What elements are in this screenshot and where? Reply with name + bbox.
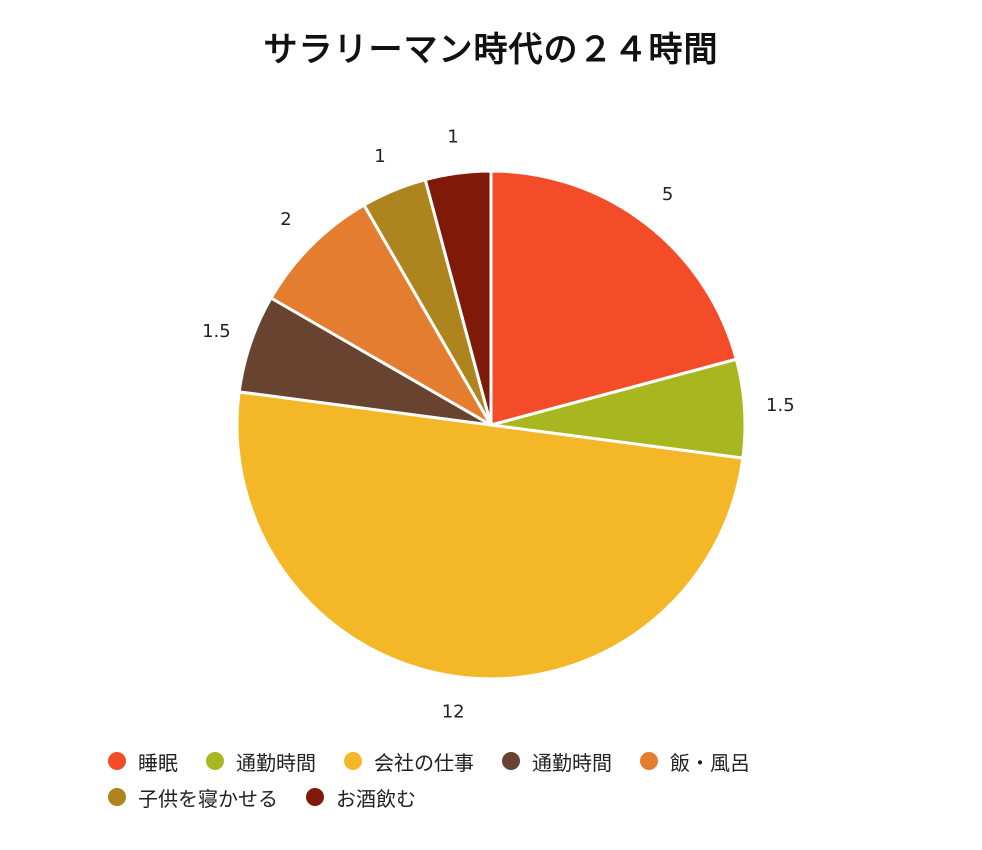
pie-slice xyxy=(489,169,738,427)
legend-label: お酒飲む xyxy=(336,786,416,811)
legend-swatch xyxy=(502,752,520,770)
slice-value-label: 12 xyxy=(442,702,465,723)
legend-item: 通勤時間 xyxy=(206,748,316,775)
chart-title: サラリーマン時代の２４時間 xyxy=(263,30,719,70)
legend-label: 通勤時間 xyxy=(236,750,316,775)
pie-slice xyxy=(423,169,493,427)
legend-label: 通勤時間 xyxy=(532,750,612,775)
legend-swatch xyxy=(108,752,126,770)
legend-swatch xyxy=(344,752,362,770)
legend-swatch xyxy=(640,752,658,770)
legend-swatch xyxy=(206,752,224,770)
pie-chart: 5 1.5 12 1.5 2 1 1 xyxy=(202,126,795,723)
pie-slice xyxy=(235,390,745,681)
legend-label: 会社の仕事 xyxy=(374,750,474,775)
legend-item: 会社の仕事 xyxy=(344,748,474,775)
pie-slice xyxy=(269,203,493,427)
chart-legend: 睡眠 通勤時間 会社の仕事 通勤時間 飯・風呂子供を寝かせる お酒飲む xyxy=(108,748,908,811)
slice-value-label: 1 xyxy=(447,126,458,147)
legend-swatch xyxy=(306,788,324,806)
slice-value-label: 5 xyxy=(662,184,673,205)
legend-label: 子供を寝かせる xyxy=(138,786,278,811)
slice-value-label: 1.5 xyxy=(202,321,231,342)
legend-swatch xyxy=(108,788,126,806)
legend-item: 飯・風呂 xyxy=(640,748,750,775)
legend-item: お酒飲む xyxy=(306,784,416,811)
slice-value-label: 1.5 xyxy=(766,395,795,416)
slice-value-label: 2 xyxy=(280,209,291,230)
legend-item: 通勤時間 xyxy=(502,748,612,775)
legend-label: 睡眠 xyxy=(138,750,178,775)
legend-label: 飯・風呂 xyxy=(670,750,750,775)
slice-value-label: 1 xyxy=(374,146,385,167)
legend-item: 子供を寝かせる xyxy=(108,784,278,811)
legend-item: 睡眠 xyxy=(108,748,178,775)
